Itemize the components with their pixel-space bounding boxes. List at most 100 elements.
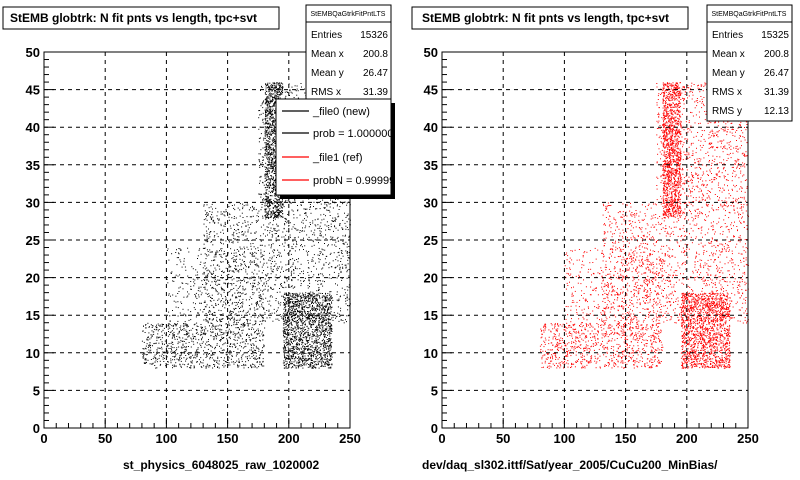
left-scatter-point: [327, 309, 329, 311]
left-scatter-point: [209, 236, 211, 238]
left-scatter-point: [274, 143, 276, 144]
left-scatter-point: [265, 214, 267, 216]
left-scatter-point: [191, 360, 193, 362]
left-scatter-point: [266, 110, 268, 112]
left-scatter-point: [224, 224, 226, 225]
left-scatter-point: [207, 353, 209, 355]
left-scatter-point: [214, 348, 216, 350]
left-scatter-point: [302, 354, 304, 356]
left-scatter-point: [269, 300, 271, 302]
left-scatter-point: [209, 358, 211, 360]
left-scatter-point: [260, 256, 262, 258]
left-scatter-point: [298, 315, 300, 317]
left-scatter-point: [283, 312, 285, 314]
left-scatter-point: [308, 294, 310, 296]
left-scatter-point: [320, 305, 322, 307]
left-scatter-point: [316, 347, 318, 349]
left-scatter-point: [331, 237, 333, 239]
left-scatter-point: [247, 310, 249, 312]
left-scatter-point: [328, 300, 330, 302]
left-scatter-point: [253, 357, 255, 359]
left-scatter-point: [329, 206, 331, 208]
left-scatter-point: [167, 361, 169, 363]
left-scatter-point: [343, 322, 345, 324]
left-scatter-point: [155, 342, 157, 344]
left-scatter-point: [236, 233, 238, 235]
left-scatter-point: [311, 306, 313, 307]
left-scatter-point: [316, 300, 318, 301]
left-scatter-point: [327, 360, 329, 362]
left-scatter-point: [302, 346, 303, 348]
left-scatter-point: [223, 363, 225, 365]
left-scatter-point: [266, 283, 268, 285]
left-scatter-point: [206, 283, 208, 284]
left-scatter-point: [272, 187, 273, 189]
left-scatter-point: [267, 133, 269, 135]
left-scatter-point: [312, 297, 314, 299]
left-scatter-point: [283, 348, 284, 350]
left-scatter-point: [270, 115, 272, 117]
left-scatter-point: [190, 365, 192, 366]
left-scatter-point: [236, 302, 238, 303]
left-scatter-point: [279, 255, 280, 257]
left-scatter-point: [268, 100, 270, 102]
left-scatter-point: [264, 109, 266, 111]
left-scatter-point: [225, 240, 227, 242]
left-scatter-point: [272, 129, 274, 131]
left-scatter-point: [327, 298, 329, 300]
left-scatter-point: [288, 296, 290, 298]
left-scatter-point: [290, 343, 291, 345]
left-scatter-point: [266, 148, 268, 150]
left-scatter-point: [272, 105, 274, 106]
left-scatter-point: [269, 111, 270, 113]
left-scatter-point: [285, 303, 287, 305]
left-scatter-point: [303, 303, 305, 305]
left-scatter-point: [328, 338, 330, 340]
left-scatter-point: [320, 325, 322, 327]
left-scatter-point: [319, 319, 321, 321]
left-scatter-point: [214, 360, 216, 362]
left-scatter-point: [237, 366, 239, 368]
left-scatter-point: [282, 204, 284, 205]
left-scatter-point: [191, 340, 193, 342]
left-scatter-point: [199, 343, 201, 345]
left-scatter-point: [256, 362, 258, 363]
left-scatter-point: [254, 316, 256, 318]
left-scatter-point: [304, 295, 306, 297]
left-scatter-point: [285, 333, 286, 335]
left-scatter-point: [303, 306, 305, 308]
left-scatter-point: [309, 204, 311, 205]
left-scatter-point: [229, 338, 231, 340]
left-scatter-point: [211, 211, 213, 213]
left-scatter-point: [270, 266, 272, 268]
left-scatter-point: [266, 115, 268, 117]
left-scatter-point: [179, 356, 181, 358]
left-scatter-point: [324, 297, 326, 299]
left-scatter-point: [326, 363, 328, 365]
left-scatter-point: [194, 336, 196, 338]
left-scatter-point: [251, 328, 252, 330]
left-scatter-point: [208, 233, 210, 235]
left-scatter-point: [254, 232, 256, 234]
left-scatter-point: [230, 289, 232, 291]
left-scatter-point: [348, 235, 350, 237]
left-scatter-point: [213, 259, 215, 261]
left-scatter-point: [256, 302, 258, 304]
left-scatter-point: [272, 179, 274, 181]
left-scatter-point: [233, 235, 235, 237]
left-scatter-point: [281, 266, 283, 268]
left-scatter-point: [272, 165, 274, 167]
left-scatter-point: [301, 341, 303, 343]
left-scatter-point: [279, 87, 281, 89]
left-scatter-point: [291, 350, 293, 352]
left-scatter-point: [254, 269, 256, 271]
left-scatter-point: [271, 166, 273, 167]
left-scatter-point: [273, 213, 275, 215]
left-scatter-point: [280, 210, 282, 212]
left-scatter-point: [205, 306, 207, 308]
left-scatter-point: [264, 132, 266, 134]
left-scatter-point: [161, 348, 163, 350]
left-scatter-point: [288, 304, 290, 306]
left-scatter-point: [328, 322, 330, 324]
left-scatter-point: [271, 106, 273, 108]
